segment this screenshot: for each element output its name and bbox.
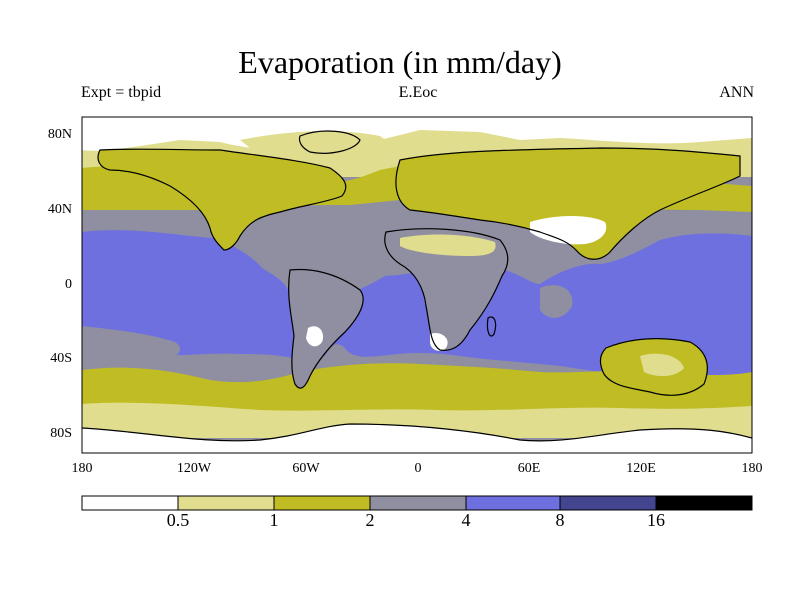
coast-africa — [384, 228, 509, 351]
coast-north-america — [97, 148, 347, 251]
field-arabia-white — [530, 216, 607, 245]
colorbar-box-6 — [656, 496, 752, 510]
colorbar-box-3 — [370, 496, 466, 510]
lon-tick-60e: 60E — [517, 461, 541, 476]
lat-tick-80n: 80N — [47, 127, 72, 142]
coast-madagascar — [486, 316, 497, 337]
colorbar-box-4 — [466, 496, 560, 510]
experiment-label: Expt = tbpid — [81, 84, 162, 101]
map-title: Evaporation (in mm/day) — [238, 44, 562, 80]
season-label: ANN — [719, 84, 754, 101]
field-greenland-pale — [300, 131, 360, 154]
colorbar-box-0 — [82, 496, 178, 510]
field-andes-white — [306, 326, 324, 347]
field-australia-pale — [640, 353, 684, 377]
map-field — [82, 117, 752, 453]
land-south-america — [288, 269, 364, 389]
lon-tick-180e: 180 — [741, 461, 763, 476]
lon-tick-0: 0 — [414, 461, 422, 476]
map-frame — [81, 116, 753, 454]
colorbar-box-5 — [560, 496, 656, 510]
dataset-label: E.Eoc — [398, 84, 438, 101]
colorbar-label-1: 1 — [269, 510, 279, 530]
lon-tick-120w: 120W — [176, 461, 212, 476]
lat-tick-40s: 40S — [50, 351, 72, 366]
lat-tick-80s: 80S — [50, 426, 72, 441]
coast-antarctica — [82, 423, 752, 442]
lon-tick-180w: 180 — [71, 461, 93, 476]
coast-greenland — [298, 130, 361, 154]
field-south-pale — [82, 402, 752, 438]
coast-south-america — [288, 268, 364, 389]
colorbar — [81, 495, 753, 511]
colorbar-label-2: 2 — [365, 510, 375, 530]
colorbar-box-2 — [274, 496, 370, 510]
colorbar-box-1 — [178, 496, 274, 510]
lon-tick-60w: 60W — [292, 461, 320, 476]
field-gray-indian — [540, 285, 573, 318]
colorbar-frame — [81, 495, 753, 511]
coastlines — [82, 130, 752, 442]
lat-tick-40n: 40N — [47, 202, 72, 217]
field-antarctic-white — [82, 424, 752, 453]
land-north-america — [98, 149, 346, 250]
field-gray-pacific — [82, 326, 181, 363]
field-sahara-pale — [400, 234, 496, 256]
field-blue-belt — [82, 230, 752, 392]
land-eurasia — [395, 148, 740, 260]
colorbar-label-4: 4 — [461, 510, 471, 530]
colorbar-label-16: 16 — [647, 510, 665, 530]
lat-tick-0: 0 — [65, 277, 72, 292]
coast-eurasia — [395, 147, 741, 260]
coast-australia — [599, 338, 708, 396]
field-namib-white — [430, 332, 448, 351]
lon-tick-120e: 120E — [626, 461, 656, 476]
colorbar-label-8: 8 — [555, 510, 565, 530]
field-south-olive — [82, 363, 752, 418]
colorbar-label-0-5: 0.5 — [166, 510, 190, 530]
